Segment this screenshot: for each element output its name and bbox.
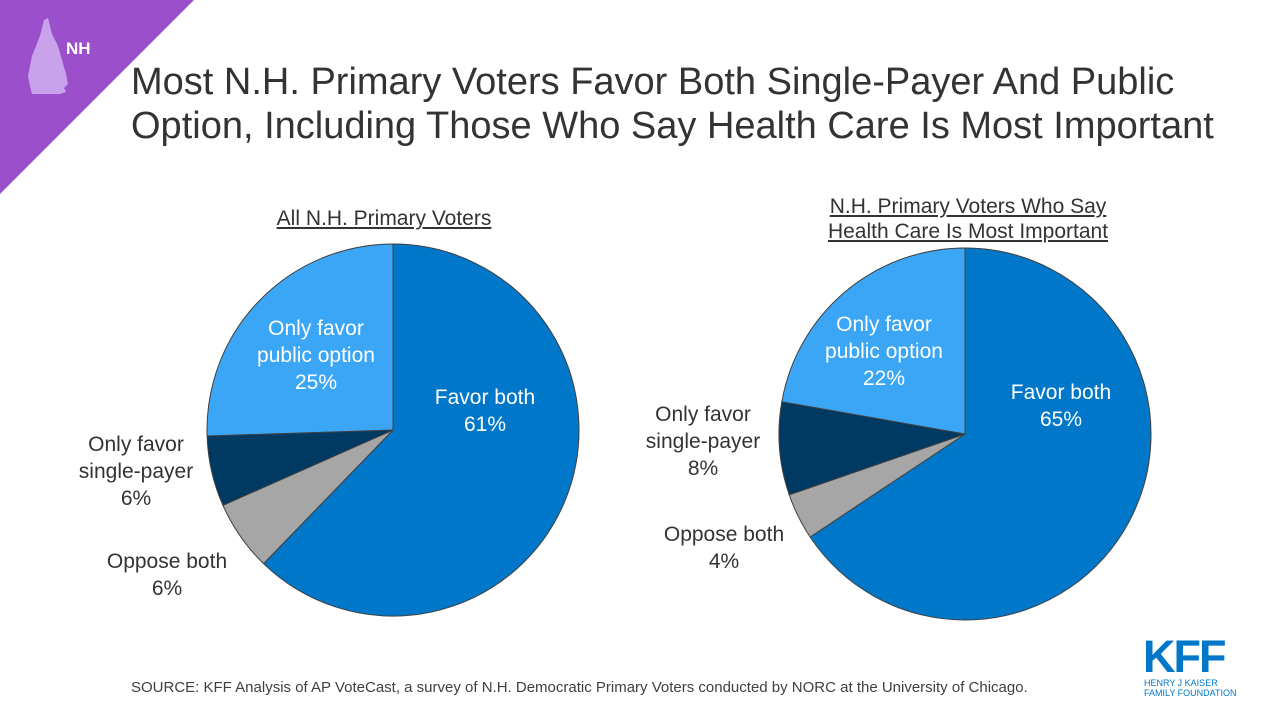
kff-name-line2: FAMILY FOUNDATION bbox=[1144, 688, 1237, 698]
slice-label: Favor both bbox=[1011, 381, 1111, 404]
slice-value: 22% bbox=[863, 367, 905, 390]
pie-slice-single-payer-only bbox=[778, 401, 967, 496]
slice-label: Only favor bbox=[88, 433, 184, 456]
data-label-single-payer-only: Only favor single-payer 8% bbox=[646, 403, 760, 480]
chart-title-all-voters: All N.H. Primary Voters bbox=[234, 181, 534, 231]
slice-value: 61% bbox=[464, 413, 506, 436]
state-badge: NH bbox=[0, 0, 194, 194]
slice-label: single-payer bbox=[79, 460, 193, 483]
slice-label: public option bbox=[825, 340, 943, 363]
slice-value: 65% bbox=[1040, 408, 1082, 431]
slice-value: 8% bbox=[688, 457, 718, 480]
pie-slice-public-option-only bbox=[781, 247, 966, 435]
kff-name-line1: HENRY J KAISER bbox=[1144, 678, 1218, 688]
slide-title: Most N.H. Primary Voters Favor Both Sing… bbox=[131, 61, 1214, 147]
state-abbreviation: NH bbox=[66, 39, 91, 58]
data-label-oppose-both: Oppose both 4% bbox=[664, 523, 784, 573]
slice-value: 25% bbox=[295, 371, 337, 394]
data-label-oppose-both: Oppose both 6% bbox=[107, 550, 227, 600]
slice-label: Only favor bbox=[268, 317, 364, 340]
chart-title-health-care-voters: N.H. Primary Voters Who Say Health Care … bbox=[768, 169, 1168, 244]
nh-state-icon bbox=[28, 18, 68, 94]
chart-title-text: N.H. Primary Voters Who Say Health Care … bbox=[827, 195, 1109, 243]
kff-wordmark: KFF bbox=[1143, 635, 1225, 682]
data-label-favor-both: Favor both 65% bbox=[1011, 381, 1111, 431]
chart-title-text: All N.H. Primary Voters bbox=[276, 207, 492, 230]
pie-slice-favor-both bbox=[262, 243, 580, 617]
slice-label: Only favor bbox=[836, 313, 932, 336]
pie-slice-favor-both bbox=[809, 247, 1152, 621]
slice-value: 6% bbox=[121, 487, 151, 510]
slice-value: 4% bbox=[709, 550, 739, 573]
data-label-favor-both: Favor both 61% bbox=[435, 386, 535, 436]
data-label-single-payer-only: Only favor single-payer 6% bbox=[79, 433, 193, 510]
slice-label: public option bbox=[257, 344, 375, 367]
slice-label: Oppose both bbox=[664, 523, 784, 546]
source-note: SOURCE: KFF Analysis of AP VoteCast, a s… bbox=[131, 679, 1028, 696]
slice-value: 6% bbox=[152, 577, 182, 600]
kff-logo: KFF HENRY J KAISER FAMILY FOUNDATION bbox=[1143, 635, 1237, 698]
slice-label: Favor both bbox=[435, 386, 535, 409]
slice-label: Oppose both bbox=[107, 550, 227, 573]
slice-label: Only favor bbox=[655, 403, 751, 426]
slice-label: single-payer bbox=[646, 430, 760, 453]
data-label-public-option-only: Only favor public option 25% bbox=[257, 317, 375, 394]
data-label-public-option-only: Only favor public option 22% bbox=[825, 313, 943, 390]
pie-slice-public-option-only bbox=[206, 243, 394, 437]
